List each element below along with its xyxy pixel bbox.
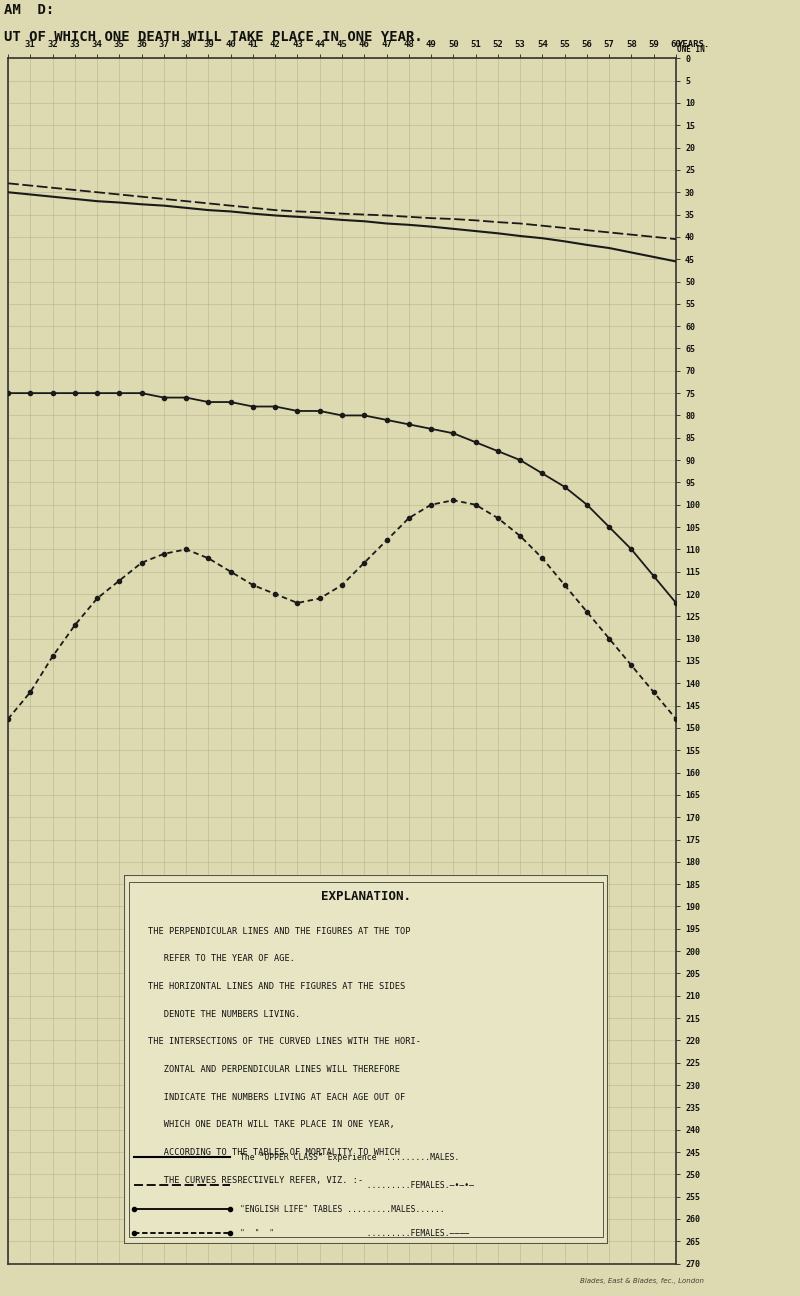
Text: Blades, East & Blades, fec., London: Blades, East & Blades, fec., London [580, 1278, 704, 1283]
Text: THE CURVES RESPECTIVELY REFER, VIZ. :-: THE CURVES RESPECTIVELY REFER, VIZ. :- [148, 1175, 363, 1185]
Text: The “UPPER CLASS” Experience  .........MALES.: The “UPPER CLASS” Experience .........MA… [240, 1153, 459, 1161]
Text: EXPLANATION.: EXPLANATION. [321, 889, 411, 902]
Text: THE HORIZONTAL LINES AND THE FIGURES AT THE SIDES: THE HORIZONTAL LINES AND THE FIGURES AT … [148, 982, 406, 991]
Text: UT OF WHICH ONE DEATH WILL TAKE PLACE IN ONE YEAR.: UT OF WHICH ONE DEATH WILL TAKE PLACE IN… [4, 30, 422, 44]
Text: REFER TO THE YEAR OF AGE.: REFER TO THE YEAR OF AGE. [148, 954, 295, 963]
Text: AM  D:: AM D: [4, 3, 54, 17]
Text: "  "  "                   .........FEMALES.————: " " " .........FEMALES.———— [240, 1229, 470, 1238]
FancyBboxPatch shape [124, 875, 608, 1244]
Text: "ENGLISH LIFE" TABLES .........MALES......: "ENGLISH LIFE" TABLES .........MALES....… [240, 1204, 445, 1213]
Text: THE INTERSECTIONS OF THE CURVED LINES WITH THE HORI-: THE INTERSECTIONS OF THE CURVED LINES WI… [148, 1037, 421, 1046]
Text: ONE IN: ONE IN [677, 45, 705, 54]
Text: INDICATE THE NUMBERS LIVING AT EACH AGE OUT OF: INDICATE THE NUMBERS LIVING AT EACH AGE … [148, 1093, 406, 1102]
Text: ACCORDING TO THE TABLES OF MORTALITY TO WHICH: ACCORDING TO THE TABLES OF MORTALITY TO … [148, 1148, 400, 1157]
Text: YEARS.: YEARS. [677, 40, 710, 49]
Text: WHICH ONE DEATH WILL TAKE PLACE IN ONE YEAR,: WHICH ONE DEATH WILL TAKE PLACE IN ONE Y… [148, 1121, 395, 1129]
Text: DENOTE THE NUMBERS LIVING.: DENOTE THE NUMBERS LIVING. [148, 1010, 301, 1019]
Text: ZONTAL AND PERPENDICULAR LINES WILL THEREFORE: ZONTAL AND PERPENDICULAR LINES WILL THER… [148, 1065, 400, 1074]
Text: THE PERPENDICULAR LINES AND THE FIGURES AT THE TOP: THE PERPENDICULAR LINES AND THE FIGURES … [148, 927, 410, 936]
Text: "  "  "                   .........FEMALES.—•—•—: " " " .........FEMALES.—•—•— [240, 1181, 474, 1190]
